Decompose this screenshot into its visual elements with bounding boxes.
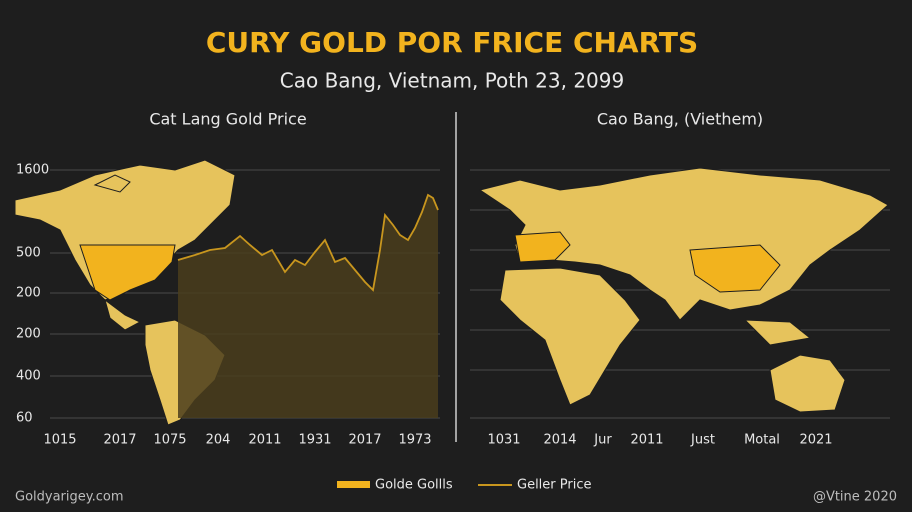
y-axis-label: 400 xyxy=(16,369,41,384)
x-axis-label: 2011 xyxy=(630,433,663,448)
price-line xyxy=(177,193,439,292)
x-axis-label: 2017 xyxy=(103,433,136,448)
x-axis-label: 1015 xyxy=(43,433,76,448)
legend: Golde Gollls Geller Price xyxy=(337,478,591,493)
x-axis-label: 1031 xyxy=(487,433,520,448)
x-axis-label: 1973 xyxy=(398,433,431,448)
legend-label: Geller Price xyxy=(517,478,591,493)
price-area xyxy=(178,195,438,418)
x-axis-label: Just xyxy=(690,433,715,448)
x-axis-label: 2017 xyxy=(348,433,381,448)
y-axis-label: 60 xyxy=(16,411,33,426)
x-axis-label: 204 xyxy=(206,433,231,448)
x-axis-label: 2021 xyxy=(799,433,832,448)
x-axis-label: Motal xyxy=(744,433,780,448)
y-axis-label: 200 xyxy=(16,286,41,301)
right-map xyxy=(478,167,889,413)
legend-label: Golde Gollls xyxy=(375,478,453,493)
y-axis-label: 500 xyxy=(16,246,41,261)
title: CURY GOLD POR FRICE CHARTS xyxy=(206,26,698,59)
footer-left: Goldyarigey.com xyxy=(15,490,124,505)
subtitle: Cao Bang, Vietnam, Poth 23, 2099 xyxy=(280,69,624,93)
legend-swatch-area xyxy=(337,481,370,488)
footer-right: @Vtine 2020 xyxy=(813,490,897,505)
x-axis-label: 2014 xyxy=(543,433,576,448)
left-panel-title: Cat Lang Gold Price xyxy=(149,110,306,129)
x-axis-label: 2011 xyxy=(248,433,281,448)
y-axis-label: 1600 xyxy=(16,163,49,178)
x-axis-label: Jur xyxy=(593,433,612,448)
y-axis-label: 200 xyxy=(16,327,41,342)
x-axis-label: 1075 xyxy=(153,433,186,448)
right-panel-title: Cao Bang, (Viethem) xyxy=(597,110,763,129)
x-axis-label: 1931 xyxy=(298,433,331,448)
